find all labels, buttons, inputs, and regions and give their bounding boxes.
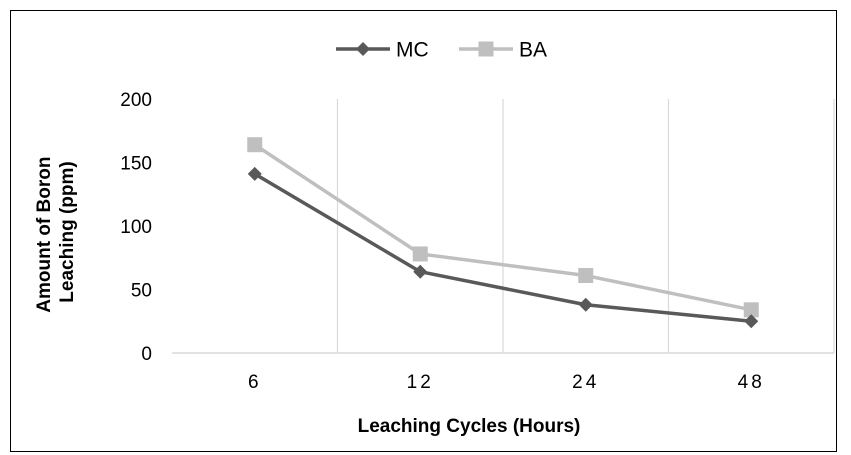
y-tick-label: 150 (120, 154, 152, 175)
y-axis-title-line-1: Amount of Boron (34, 157, 55, 313)
legend-label-ba: BA (519, 39, 547, 62)
series-mc-point (247, 166, 262, 181)
y-tick-label: 50 (131, 281, 152, 302)
series-mc-point (744, 314, 759, 329)
y-tick-label: 0 (141, 344, 152, 365)
x-tick-label: 12 (407, 372, 434, 393)
legend: MC BA (336, 39, 547, 62)
series-ba-point (412, 246, 428, 262)
x-tick-label: 24 (572, 372, 599, 393)
series-ba-line (253, 143, 752, 312)
series-ba-point (578, 268, 594, 284)
y-tick-label: 200 (120, 90, 152, 111)
series-mc-point (578, 297, 593, 312)
series-ba (247, 137, 759, 318)
series-ba-point (247, 137, 263, 153)
x-tick-labels: 6 12 24 48 (248, 372, 765, 393)
legend-swatch-marker (356, 42, 370, 56)
series-mc-point (413, 264, 428, 279)
chart-frame (10, 10, 837, 452)
legend-item-ba: BA (459, 39, 547, 62)
gridlines (336, 99, 835, 353)
legend-swatch-marker (478, 41, 494, 57)
x-tick-label: 6 (248, 372, 262, 393)
series-ba-point (743, 302, 759, 318)
y-tick-label: 100 (120, 217, 152, 238)
y-tick-labels: 0 50 100 150 200 (120, 90, 152, 365)
x-axis-title: Leaching Cycles (Hours) (358, 416, 581, 437)
series-mc (247, 166, 759, 329)
y-axis-title: Amount of Boron Leaching (ppm) (34, 151, 78, 312)
legend-label-mc: MC (396, 39, 429, 62)
y-axis-title-line-2: Leaching (ppm) (57, 161, 78, 302)
series-group (247, 137, 759, 329)
legend-item-mc: MC (336, 39, 429, 62)
series-mc-line (253, 172, 752, 323)
x-tick-label: 48 (738, 372, 765, 393)
